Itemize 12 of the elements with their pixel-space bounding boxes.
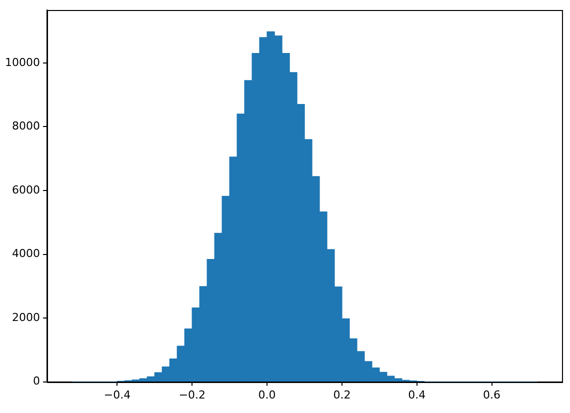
y-tick-label: 2000 bbox=[12, 310, 40, 324]
x-tick-label: 0.4 bbox=[408, 388, 426, 402]
y-tick-label: 0 bbox=[32, 374, 40, 388]
y-tick-label: 4000 bbox=[12, 247, 40, 260]
x-tick-label: 0.6 bbox=[483, 388, 501, 402]
y-tick-label: 10000 bbox=[4, 56, 40, 69]
x-tick-label: −0.4 bbox=[104, 388, 131, 402]
x-tick-label: 0.0 bbox=[258, 388, 276, 402]
x-tick-label: 0.2 bbox=[333, 388, 351, 402]
y-tick-label: 8000 bbox=[12, 120, 40, 133]
x-tick-label: −0.2 bbox=[178, 388, 206, 402]
y-tick-label: 6000 bbox=[12, 183, 40, 196]
